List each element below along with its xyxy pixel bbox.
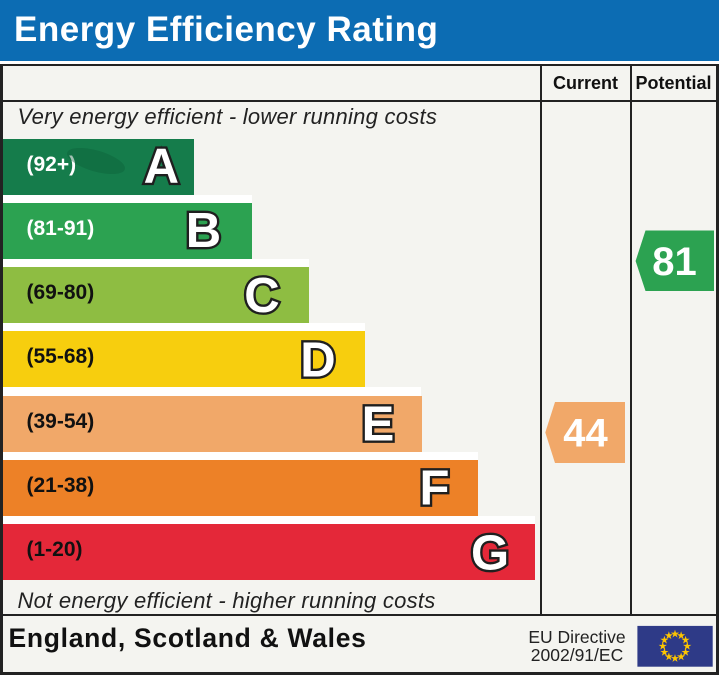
svg-text:F: F [420,462,450,516]
svg-text:G: G [471,527,509,581]
svg-text:C: C [244,269,279,323]
svg-text:B: B [186,204,221,258]
svg-text:A: A [144,140,179,194]
svg-text:D: D [300,334,335,388]
svg-text:44: 44 [563,412,608,456]
svg-text:81: 81 [652,240,697,284]
svg-text:E: E [362,398,395,452]
